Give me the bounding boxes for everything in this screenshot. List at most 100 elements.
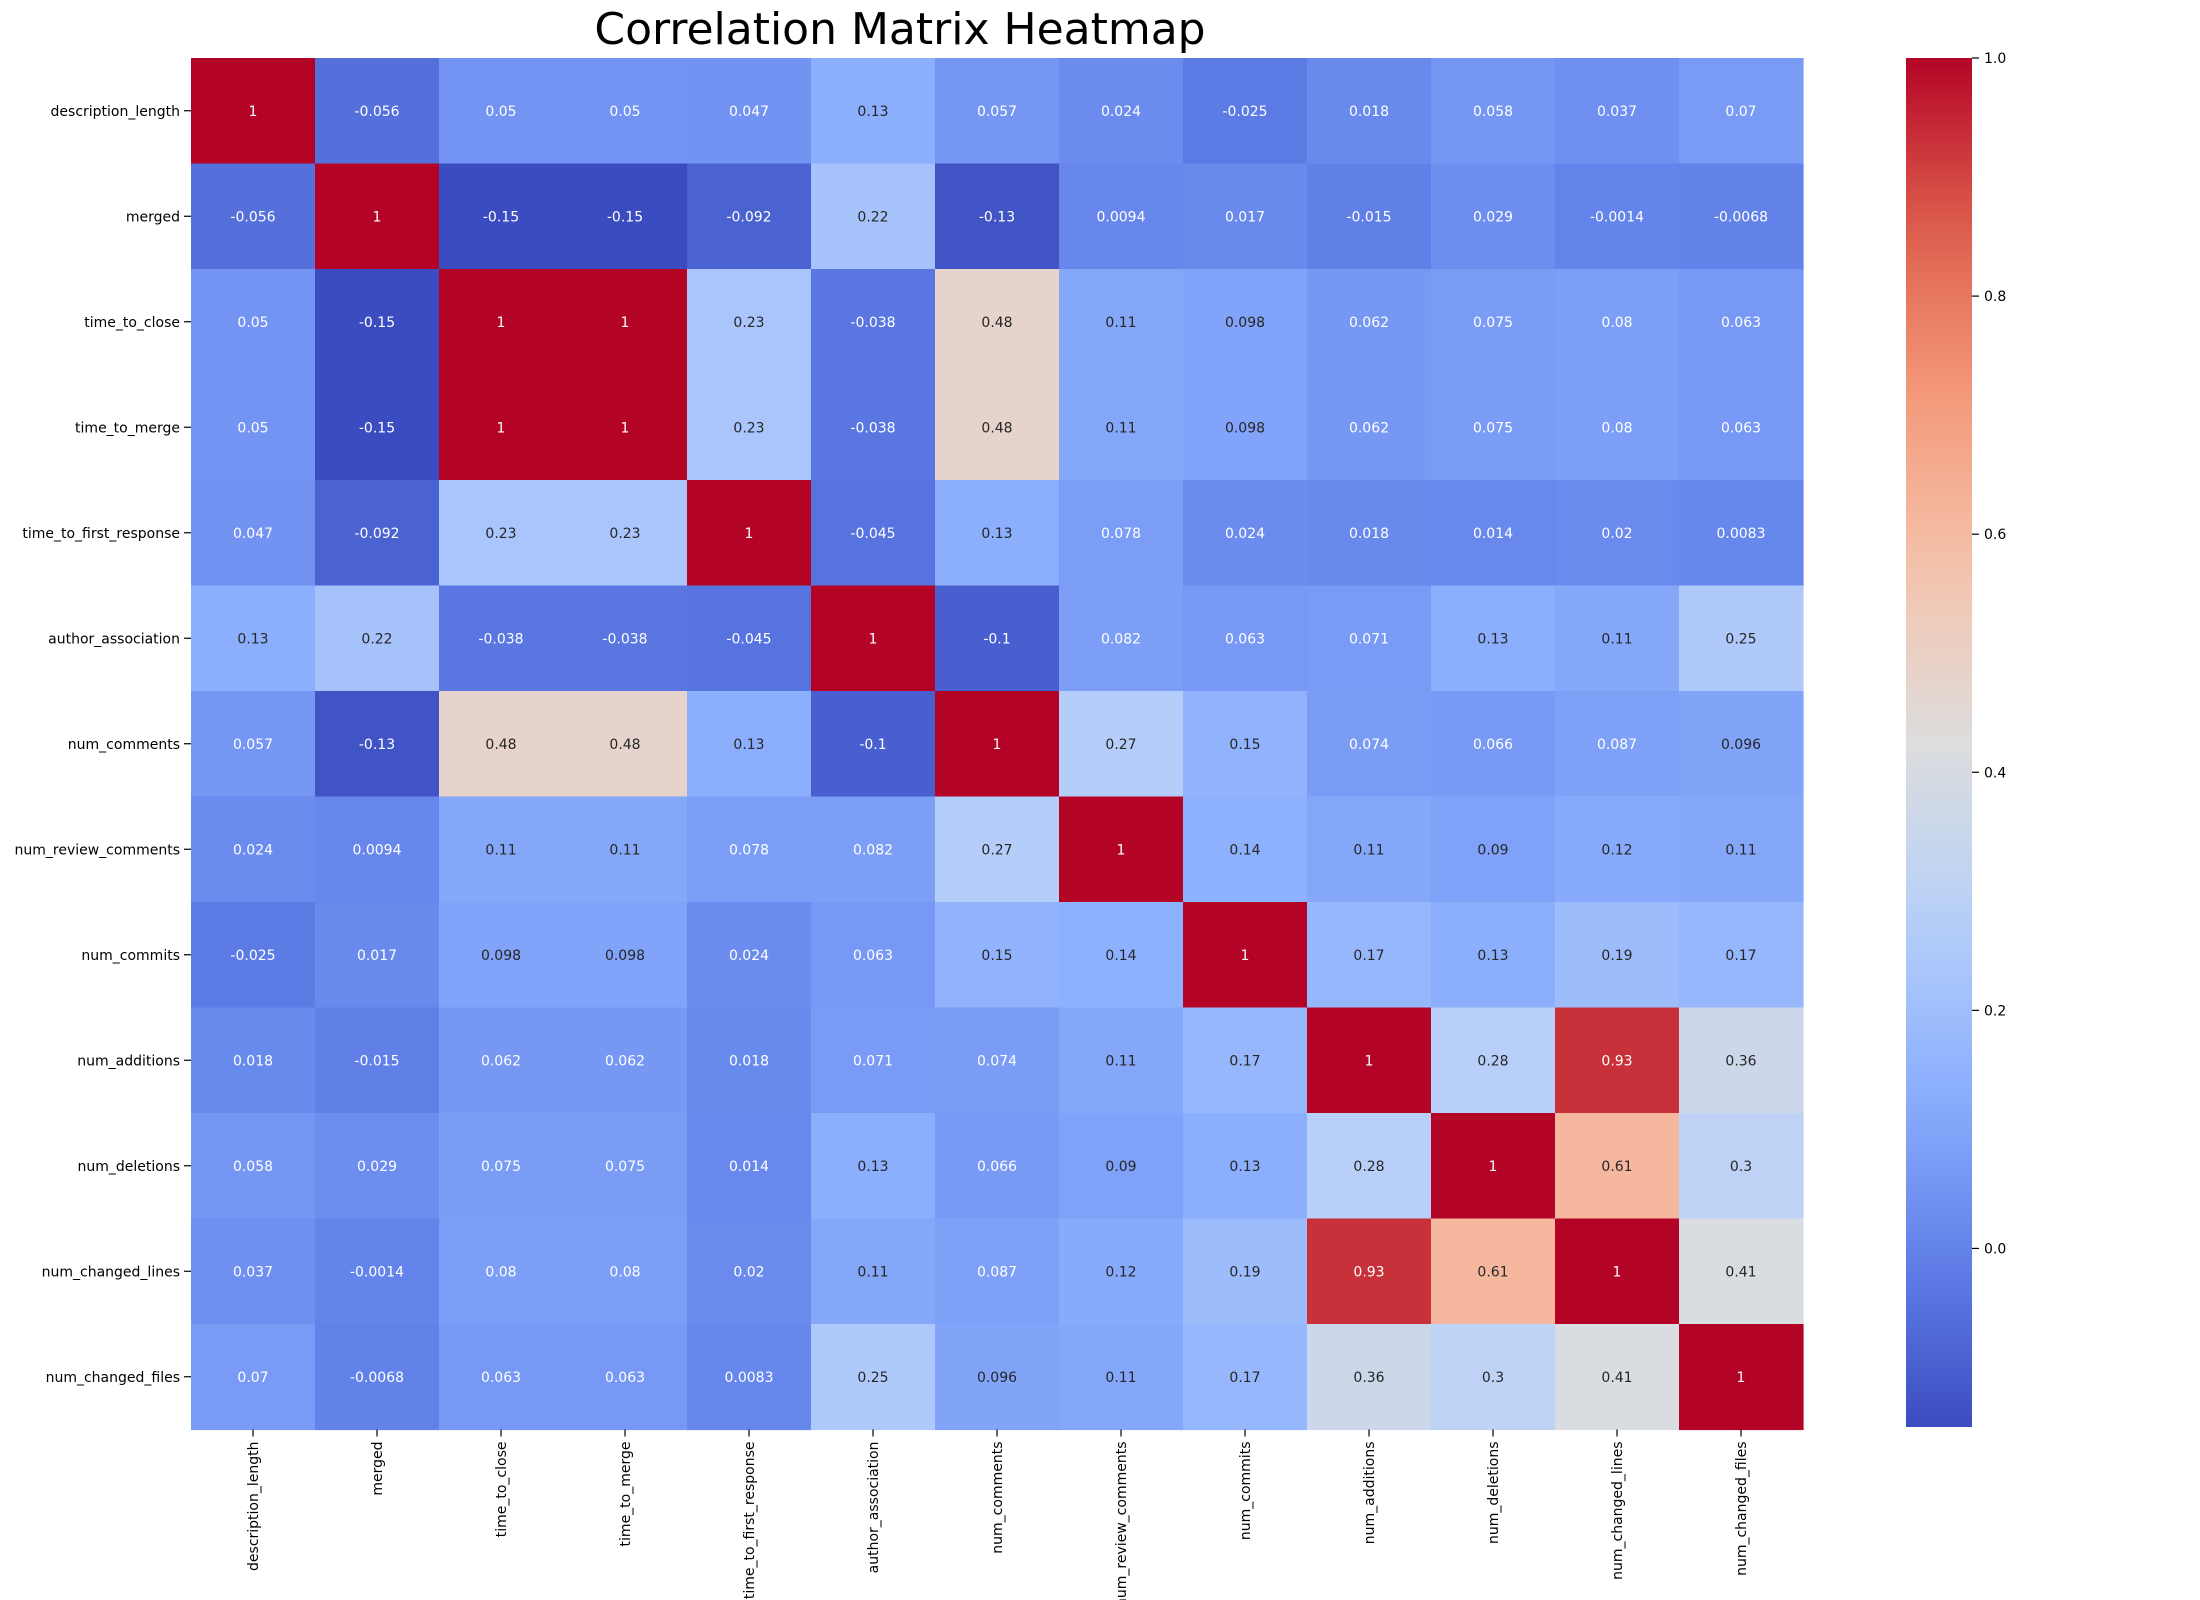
cell-value-label: 0.3 — [1482, 1370, 1504, 1386]
heatmap-cell — [687, 269, 812, 376]
cell-value-label: 1 — [1489, 1159, 1498, 1175]
x-tick-label: merged — [370, 1442, 386, 1496]
cell-value-label: 0.11 — [1353, 842, 1384, 858]
heatmap-cell — [1059, 1007, 1184, 1114]
x-tick-label: time_to_merge — [618, 1442, 634, 1547]
heatmap-cell — [191, 480, 316, 587]
heatmap-cell — [1183, 269, 1308, 376]
cell-value-label: 0.078 — [1101, 526, 1141, 542]
heatmap-cell — [1307, 374, 1432, 481]
cell-value-label: 0.17 — [1229, 1370, 1260, 1386]
cell-value-label: -0.056 — [354, 104, 399, 120]
heatmap-cell — [935, 691, 1060, 798]
heatmap-cell — [1059, 163, 1184, 270]
cell-value-label: 0.066 — [1473, 737, 1513, 753]
cell-value-label: 0.018 — [729, 1053, 769, 1069]
cell-value-label: 0.017 — [1225, 209, 1265, 225]
cell-value-label: 0.029 — [1473, 209, 1513, 225]
heatmap-cell — [563, 374, 688, 481]
heatmap-cell — [1555, 585, 1680, 692]
heatmap-cell — [563, 796, 688, 903]
cell-value-label: 0.096 — [977, 1370, 1017, 1386]
heatmap-cell — [1183, 1218, 1308, 1325]
heatmap-cell — [811, 374, 936, 481]
heatmap-cell — [1183, 585, 1308, 692]
cell-value-label: 0.08 — [1601, 420, 1632, 436]
cell-value-label: 0.05 — [609, 104, 640, 120]
cell-value-label: 0.41 — [1725, 1264, 1756, 1280]
heatmap-cell — [1059, 796, 1184, 903]
cell-value-label: 0.014 — [729, 1159, 769, 1175]
cell-value-label: 0.057 — [977, 104, 1017, 120]
cell-value-label: 0.087 — [1597, 737, 1637, 753]
cell-value-label: 0.018 — [233, 1053, 273, 1069]
heatmap-cell — [315, 374, 440, 481]
heatmap-cell — [687, 1007, 812, 1114]
cell-value-label: 0.22 — [857, 209, 888, 225]
cell-value-label: 0.17 — [1353, 948, 1384, 964]
heatmap-cell — [1555, 1324, 1680, 1431]
heatmap-cell — [1555, 269, 1680, 376]
cell-value-label: 0.13 — [981, 526, 1012, 542]
x-tick-label: num_deletions — [1486, 1442, 1502, 1545]
heatmap-cell — [1679, 1007, 1804, 1114]
cell-value-label: -0.0014 — [350, 1264, 404, 1280]
cell-value-label: 0.096 — [1721, 737, 1761, 753]
heatmap-cell — [1679, 480, 1804, 587]
cell-value-label: 0.0094 — [353, 842, 402, 858]
cell-value-label: 0.13 — [857, 1159, 888, 1175]
heatmap-cell — [1555, 796, 1680, 903]
cell-value-label: 0.13 — [733, 737, 764, 753]
cell-value-label: 0.07 — [1725, 104, 1756, 120]
heatmap-cell — [1555, 1113, 1680, 1220]
heatmap-cell — [563, 480, 688, 587]
heatmap-cell — [1059, 269, 1184, 376]
cell-value-label: 0.09 — [1105, 1159, 1136, 1175]
cell-value-label: 0.93 — [1353, 1264, 1384, 1280]
cell-value-label: 1 — [621, 420, 630, 436]
heatmap-cell — [439, 1113, 564, 1220]
heatmap-cell — [315, 1007, 440, 1114]
heatmap-cell — [1431, 374, 1556, 481]
heatmap-cell — [1555, 480, 1680, 587]
cell-value-label: 0.05 — [485, 104, 516, 120]
heatmap-cell — [1183, 374, 1308, 481]
heatmap-cell — [191, 269, 316, 376]
heatmap-cell — [191, 58, 316, 165]
heatmap-cell — [1431, 1007, 1556, 1114]
cell-value-label: 0.014 — [1473, 526, 1513, 542]
cell-value-label: -0.1 — [983, 631, 1010, 647]
cell-value-label: 0.024 — [1225, 526, 1265, 542]
x-tick-labels: description_length merged time_to_close tim… — [246, 1429, 1750, 1600]
y-tick-label: num_deletions — [78, 1159, 181, 1175]
heatmap-cell — [1183, 796, 1308, 903]
heatmap-cell — [811, 163, 936, 270]
heatmap-cell — [191, 1218, 316, 1325]
heatmap-cell — [191, 163, 316, 270]
y-tick-label: num_changed_files — [46, 1370, 180, 1386]
heatmap-cell — [563, 58, 688, 165]
heatmap-cell — [1555, 58, 1680, 165]
heatmap-cell — [687, 691, 812, 798]
colorbar-tick-label: 0.8 — [1984, 289, 2006, 305]
cell-value-label: 0.27 — [981, 842, 1012, 858]
cell-value-label: 0.23 — [609, 526, 640, 542]
heatmap-cell — [315, 269, 440, 376]
cell-value-label: 0.063 — [605, 1370, 645, 1386]
cell-value-label: 0.13 — [857, 104, 888, 120]
heatmap-cell — [1059, 1324, 1184, 1431]
x-tick-label: author_association — [866, 1442, 882, 1574]
heatmap-cell — [1307, 480, 1432, 587]
cell-value-label: 0.018 — [1349, 526, 1389, 542]
cell-value-label: 0.05 — [237, 420, 268, 436]
heatmap-cell — [811, 480, 936, 587]
cell-value-label: 0.0094 — [1097, 209, 1146, 225]
cell-value-label: 0.063 — [1225, 631, 1265, 647]
y-tick-label: time_to_first_response — [22, 526, 180, 542]
cell-value-label: 0.28 — [1353, 1159, 1384, 1175]
x-tick-label: time_to_first_response — [742, 1442, 758, 1600]
heatmap-cell — [1183, 691, 1308, 798]
cell-value-label: 0.037 — [1597, 104, 1637, 120]
heatmap-cell — [439, 269, 564, 376]
